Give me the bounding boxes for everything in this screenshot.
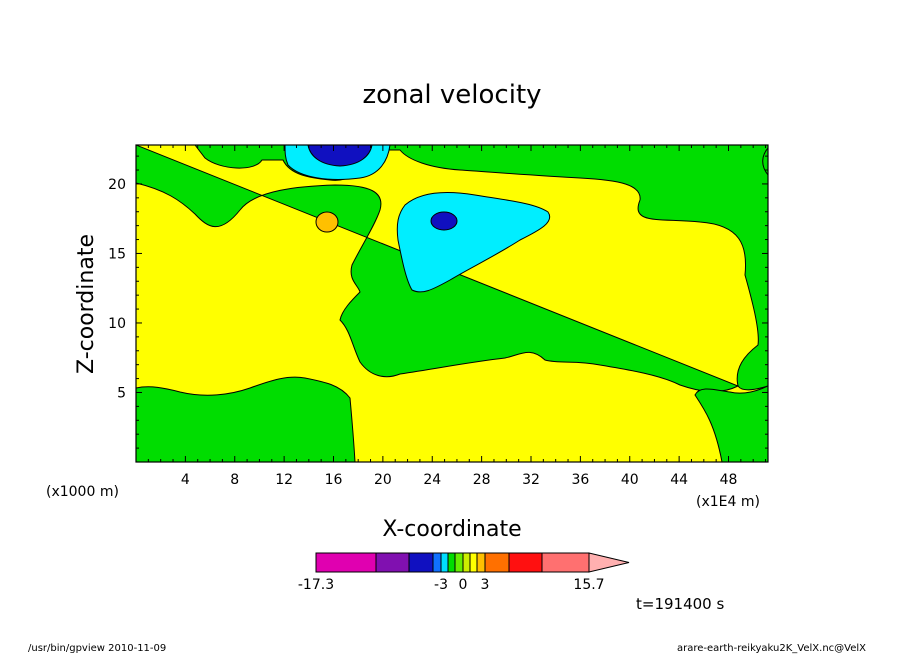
y-tick-label: 10	[108, 316, 126, 332]
x-tick-label: 48	[720, 472, 738, 488]
x-tick-label: 44	[670, 472, 688, 488]
colorbar-segment	[315, 552, 377, 573]
colorbar-label: -17.3	[298, 577, 334, 593]
x-tick-label: 36	[571, 472, 589, 488]
region-green-right-bottom	[694, 385, 768, 462]
x-tick-label: 20	[374, 472, 392, 488]
y-tick-label: 5	[117, 385, 126, 401]
region-orange-spot	[315, 211, 339, 233]
colorbar-label: 0	[459, 577, 468, 593]
colorbar-segment	[440, 552, 449, 573]
x-unit-right: (x1E4 m)	[696, 494, 760, 510]
region-blue-top	[307, 145, 373, 167]
x-axis-title: X-coordinate	[382, 517, 521, 542]
colorbar-segment	[469, 552, 478, 573]
x-axis: 4 8 12 16 20 24 28 32 36 40 44 48	[147, 145, 767, 488]
colorbar-segment	[375, 552, 410, 573]
x-tick-label: 40	[621, 472, 639, 488]
x-tick-label: 28	[473, 472, 491, 488]
colorbar-segment	[484, 552, 510, 573]
y-axis-title: Z-coordinate	[74, 234, 99, 374]
colorbar-arrow	[588, 552, 630, 573]
colorbar-segment	[462, 552, 471, 573]
colorbar-segment	[447, 552, 456, 573]
chart-title: zonal velocity	[362, 80, 541, 110]
y-axis: 5 10 15 20	[108, 155, 768, 449]
region-green-lower	[136, 376, 356, 462]
x-unit-left: (x1000 m)	[46, 484, 119, 500]
x-tick-label: 4	[181, 472, 190, 488]
colorbar-label: 3	[481, 577, 490, 593]
y-tick-label: 15	[108, 246, 126, 262]
footer-left: /usr/bin/gpview 2010-11-09	[28, 643, 166, 654]
colorbar-labels: -17.3 -3 0 3 15.7	[298, 577, 605, 593]
x-tick-label: 32	[522, 472, 540, 488]
region-green-upper	[136, 145, 768, 392]
colorbar-segment	[508, 552, 543, 573]
colorbar-segment	[476, 552, 486, 573]
footer-right: arare-earth-reikyaku2K_VelX.nc@VelX	[677, 643, 866, 654]
colorbar	[315, 552, 630, 573]
y-tick-label: 20	[108, 177, 126, 193]
time-annotation: t=191400 s	[636, 595, 724, 613]
colorbar-segment	[432, 552, 442, 573]
x-tick-label: 12	[275, 472, 293, 488]
plot-frame	[135, 144, 769, 463]
region-blue-center	[430, 211, 458, 231]
colorbar-label: 15.7	[573, 577, 604, 593]
plot-area	[136, 145, 768, 462]
colorbar-segment	[541, 552, 590, 573]
x-tick-label: 8	[230, 472, 239, 488]
colorbar-segment	[408, 552, 434, 573]
colorbar-segment	[454, 552, 464, 573]
x-tick-label: 16	[325, 472, 343, 488]
x-tick-label: 24	[423, 472, 441, 488]
colorbar-label: -3	[434, 577, 448, 593]
